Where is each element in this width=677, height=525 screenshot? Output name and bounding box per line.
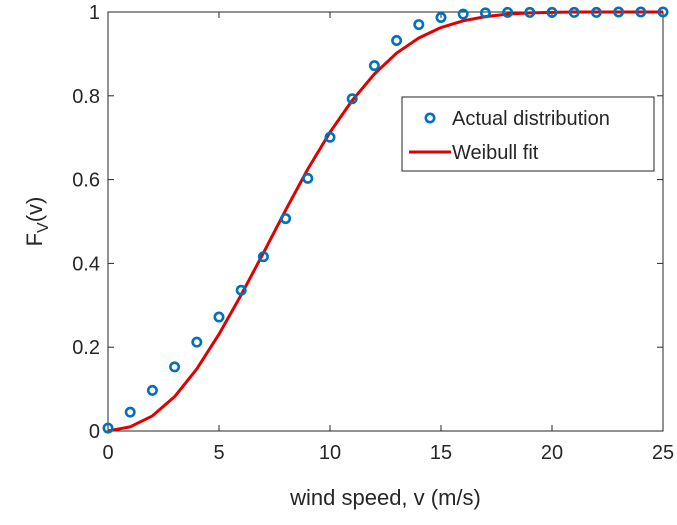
actual-distribution-point — [191, 336, 203, 348]
x-tick-label: 20 — [541, 442, 563, 464]
y-tick-label: 0.2 — [72, 337, 100, 359]
axis-ticks: 0 5 10 15 20 25 0 0.2 0.4 0.6 0.8 1 — [72, 2, 674, 464]
legend-box — [401, 96, 655, 172]
y-tick-label: 0 — [89, 421, 100, 443]
actual-distribution-point — [346, 93, 358, 105]
legend-marker-actual — [424, 112, 436, 124]
y-axis-label: FV(v) — [22, 197, 52, 247]
x-tick-label: 0 — [102, 442, 113, 464]
y-axis-label-main: F — [22, 233, 47, 246]
actual-distribution-point — [302, 172, 314, 184]
x-tick-label: 10 — [319, 442, 341, 464]
actual-distribution-point — [169, 361, 181, 373]
x-tick-label: 5 — [213, 442, 224, 464]
legend-label-actual: Actual distribution — [452, 108, 610, 130]
y-tick-label: 0.6 — [72, 170, 100, 192]
x-tick-label: 15 — [430, 442, 452, 464]
actual-distribution-point — [546, 6, 558, 18]
actual-distribution-point — [457, 8, 469, 20]
legend-label-weibull: Weibull fit — [452, 142, 539, 164]
actual-distribution-series — [102, 6, 669, 434]
actual-distribution-point — [280, 213, 292, 225]
y-tick-label: 1 — [89, 2, 100, 24]
actual-distribution-point — [235, 284, 247, 296]
y-axis-label-subscript: V — [35, 222, 52, 233]
actual-distribution-point — [391, 34, 403, 46]
actual-distribution-point — [324, 131, 336, 143]
actual-distribution-point — [568, 6, 580, 18]
actual-distribution-point — [413, 19, 425, 31]
actual-distribution-point — [213, 311, 225, 323]
x-tick-label: 25 — [652, 442, 674, 464]
legend: Actual distribution Weibull fit — [401, 96, 655, 172]
y-tick-label: 0.8 — [72, 86, 100, 108]
axis-labels: wind speed, v (m/s) FV(v) — [22, 197, 481, 510]
actual-distribution-point — [124, 406, 136, 418]
actual-distribution-point — [435, 11, 447, 23]
actual-distribution-point — [524, 6, 536, 18]
actual-distribution-point — [590, 6, 602, 18]
y-tick-label: 0.4 — [72, 253, 100, 275]
plot-frame — [107, 11, 664, 432]
actual-distribution-point — [102, 422, 114, 434]
actual-distribution-point — [479, 7, 491, 19]
actual-distribution-point — [502, 6, 514, 18]
actual-distribution-point — [657, 6, 669, 18]
actual-distribution-point — [257, 251, 269, 263]
y-axis-label-rest: (v) — [22, 197, 47, 223]
x-axis-label: wind speed, v (m/s) — [289, 485, 481, 510]
actual-distribution-point — [613, 6, 625, 18]
actual-distribution-point — [635, 6, 647, 18]
actual-distribution-point — [368, 60, 380, 72]
plot-area-box — [107, 11, 664, 432]
actual-distribution-point — [146, 384, 158, 396]
